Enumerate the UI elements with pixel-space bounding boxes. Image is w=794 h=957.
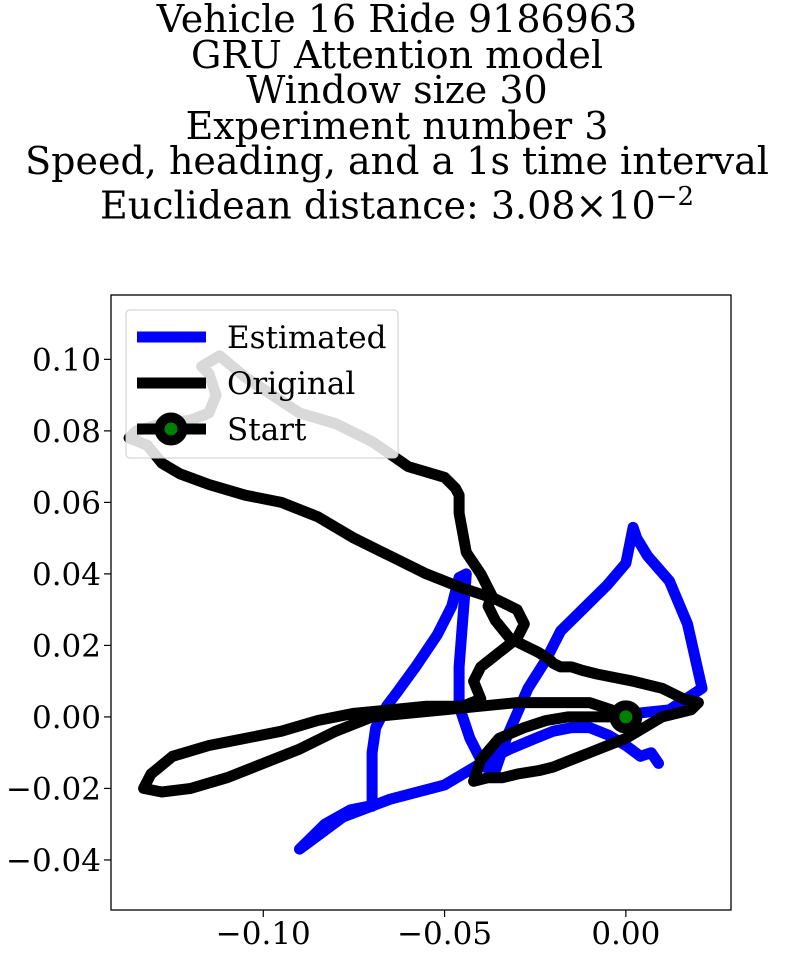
y-tick-label: −0.04	[6, 843, 101, 879]
y-axis: 0.10 0.08 0.06 0.04 0.02 0.00 −0.02 −0.04	[6, 342, 111, 879]
legend-label-estimated: Estimated	[227, 320, 386, 356]
distance-mult: ×	[575, 183, 608, 228]
series-line-estimated	[294, 521, 708, 855]
y-tick-label: 0.06	[32, 485, 101, 521]
y-tick-label: 0.02	[32, 628, 101, 664]
title-line-5: Speed, heading, and a 1s time interval	[25, 139, 769, 184]
x-tick-label: −0.05	[397, 916, 492, 952]
start-marker	[609, 700, 643, 734]
distance-base: 10	[607, 183, 656, 228]
chart-title: Vehicle 16 Ride 9186963 GRU Attention mo…	[0, 0, 794, 225]
y-tick-label: 0.04	[32, 557, 101, 593]
title-line-6: Euclidean distance: 3.08×10−2	[0, 180, 794, 225]
title-line-4: Experiment number 3	[185, 103, 609, 148]
title-line-2: GRU Attention model	[190, 32, 604, 77]
x-tick-label: 0.00	[591, 916, 660, 952]
distance-prefix: Euclidean distance: 3.08	[100, 183, 576, 228]
title-line-3: Window size 30	[246, 68, 548, 113]
legend: Estimated Original Start	[125, 309, 399, 459]
x-tick-label: −0.10	[216, 916, 311, 952]
plot-frame	[110, 294, 732, 911]
y-tick-label: 0.10	[32, 342, 101, 378]
y-tick-label: −0.02	[6, 771, 101, 807]
title-line-1: Vehicle 16 Ride 9186963	[156, 0, 638, 41]
y-tick-label: 0.08	[32, 414, 101, 450]
start-layer	[609, 700, 643, 734]
y-tick-label: 0.00	[32, 700, 101, 736]
legend-label-start: Start	[227, 412, 307, 448]
legend-label-original: Original	[227, 366, 355, 402]
legend-box	[125, 309, 399, 459]
x-axis: −0.10 −0.05 0.00	[216, 910, 660, 952]
distance-exponent: −2	[655, 181, 694, 212]
legend-start-marker	[154, 412, 188, 446]
